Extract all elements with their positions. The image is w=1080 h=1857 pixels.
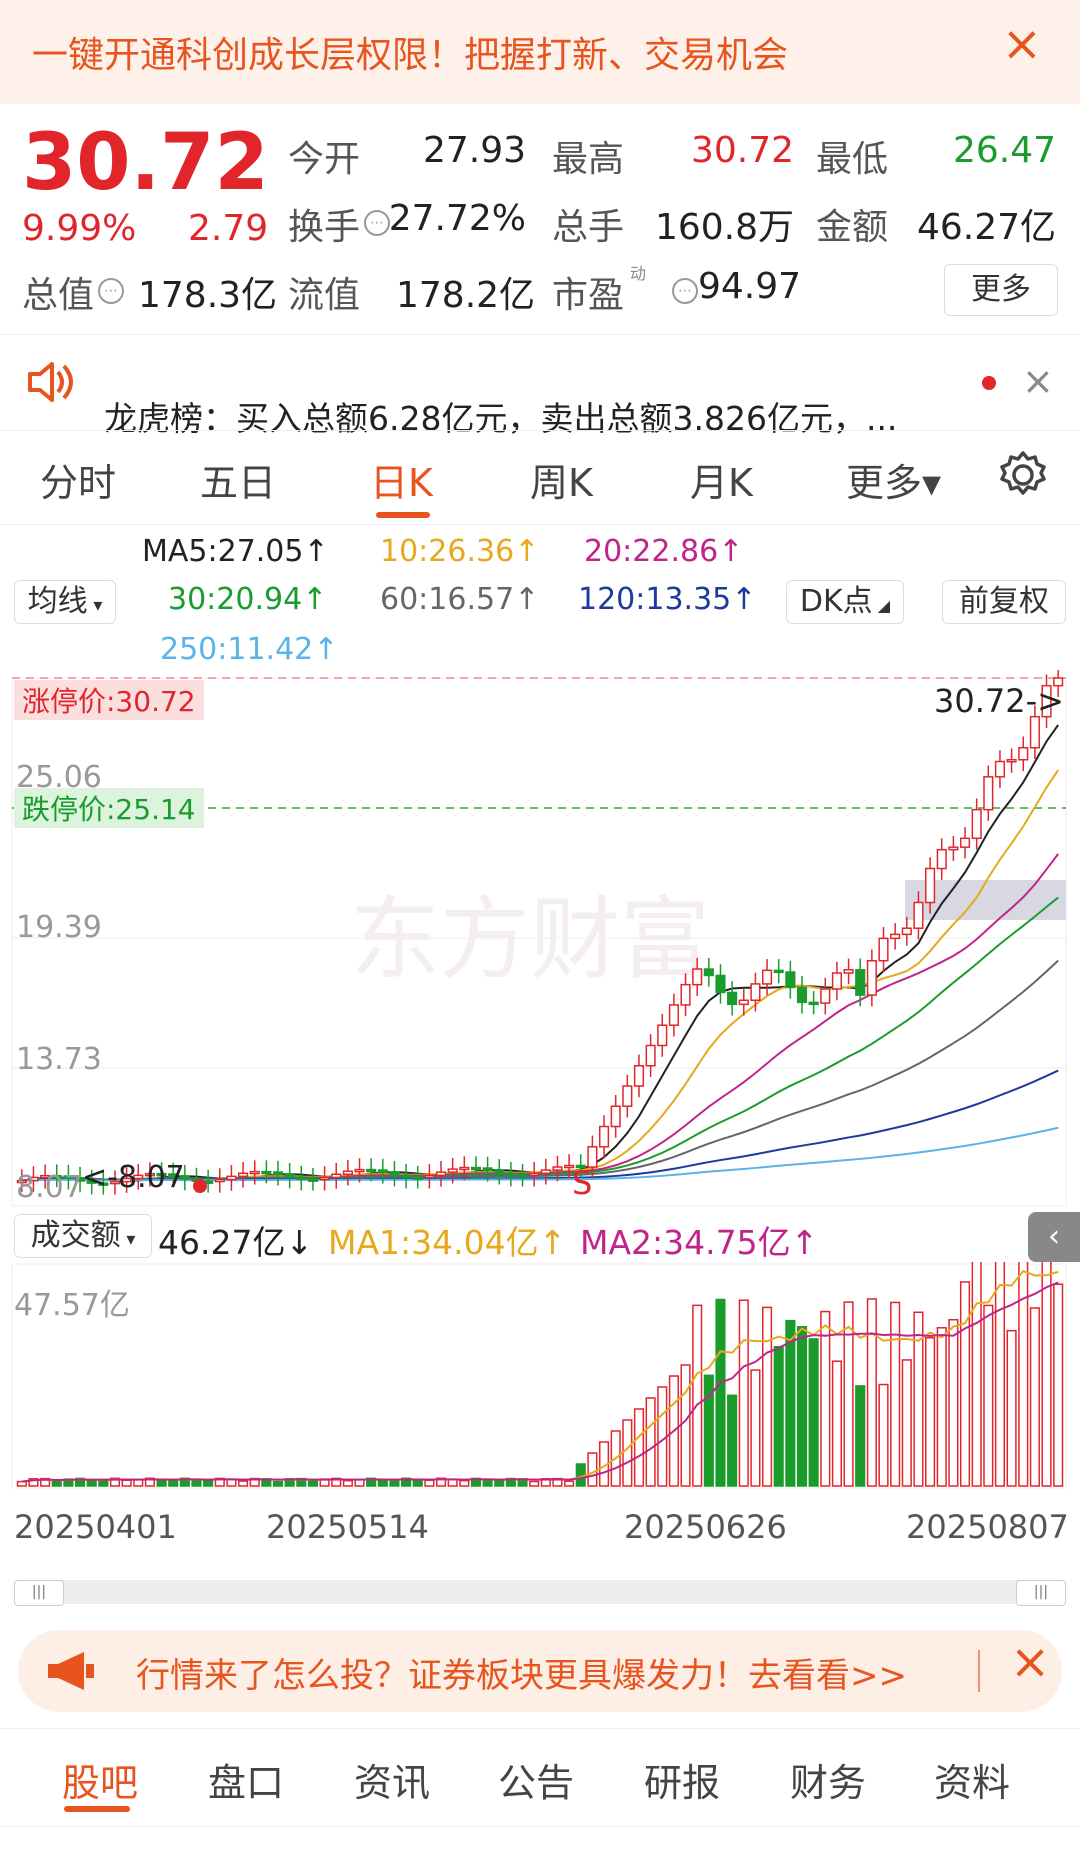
date-label-4: 20250807: [906, 1508, 1069, 1546]
pe-ratio-value: 94.97: [698, 266, 802, 307]
collapse-icon[interactable]: ‹: [1028, 1212, 1080, 1262]
bottom-tab-2[interactable]: 资讯: [354, 1761, 431, 1805]
float-cap-value: 178.2亿: [396, 275, 536, 316]
turnover-value: 27.72%: [388, 198, 526, 239]
total-volume-value: 160.8万: [654, 207, 794, 248]
info-icon[interactable]: ⋯: [672, 278, 698, 304]
promo-text[interactable]: 行情来了怎么投？证券板块更具爆发力！去看看>>: [136, 1656, 907, 1696]
volume-max-label: 47.57亿: [14, 1288, 130, 1323]
promo-close-icon[interactable]: ×: [1010, 1634, 1051, 1690]
today-open-label: 今开: [288, 139, 361, 180]
adjust-select[interactable]: 前复权: [942, 580, 1066, 624]
notice-close-icon[interactable]: ×: [1022, 359, 1054, 403]
market-cap-label: 总值: [22, 275, 95, 316]
bottom-tab-5[interactable]: 财务: [790, 1761, 867, 1805]
ma120-value: 120:13.35↑: [578, 582, 757, 617]
volume-ma1: MA1:34.04亿↑: [328, 1223, 567, 1262]
date-label-3: 20250626: [624, 1508, 787, 1546]
change-amount: 2.79: [188, 208, 269, 249]
bottom-tab-3[interactable]: 公告: [498, 1761, 575, 1805]
today-open-value: 27.93: [422, 130, 526, 171]
volume-value: 46.27亿↓: [158, 1223, 314, 1262]
settings-icon[interactable]: [998, 450, 1048, 500]
pe-dynamic-mark: 动: [630, 264, 647, 283]
tab-2[interactable]: 日K: [370, 461, 433, 505]
volume-select[interactable]: 成交额 ▾: [14, 1214, 152, 1258]
chart-scrollbar[interactable]: ||| |||: [14, 1580, 1066, 1606]
turnover-label: 换手: [288, 207, 361, 248]
dk-point-button[interactable]: DK点 ◢: [786, 580, 904, 624]
ma250-value: 250:11.42↑: [160, 632, 339, 667]
ma10-value: 10:26.36↑: [380, 534, 540, 569]
limit-up-label: 涨停价:30.72: [14, 680, 204, 720]
banner-text[interactable]: 一键开通科创成长层权限！把握打新、交易机会: [32, 35, 789, 76]
megaphone-icon: [48, 1652, 94, 1690]
float-cap-label: 流值: [288, 275, 361, 316]
scroll-handle-right[interactable]: |||: [1016, 1580, 1066, 1606]
tab-0[interactable]: 分时: [40, 461, 117, 505]
volume-ma2: MA2:34.75亿↑: [580, 1223, 819, 1262]
day-low-value: 26.47: [952, 130, 1056, 171]
bottom-tab-0[interactable]: 股吧: [62, 1761, 139, 1805]
low-price-tag: <-8.07: [82, 1160, 185, 1195]
ma30-value: 30:20.94↑: [168, 582, 328, 617]
speaker-icon: [28, 362, 73, 402]
current-price: 30.72: [22, 118, 269, 208]
axis-label-2: 25.06: [16, 760, 102, 795]
tab-4[interactable]: 月K: [690, 461, 753, 505]
tab-underline: [376, 512, 430, 518]
buy-dot: [193, 1179, 207, 1193]
info-icon[interactable]: ⋯: [364, 210, 390, 236]
more-button[interactable]: 更多: [944, 264, 1058, 316]
axis-label-3: 19.39: [16, 910, 102, 945]
ma20-value: 20:22.86↑: [584, 534, 744, 569]
ma5-value: MA5:27.05↑: [142, 534, 329, 569]
watermark: 东方财富: [350, 887, 710, 992]
unread-dot: [982, 376, 996, 390]
info-icon[interactable]: ⋯: [98, 278, 124, 304]
tab-3[interactable]: 周K: [530, 461, 593, 505]
total-volume-label: 总手: [552, 207, 625, 248]
scroll-handle-left[interactable]: |||: [14, 1580, 64, 1606]
top-banner[interactable]: 一键开通科创成长层权限！把握打新、交易机会 ×: [0, 0, 1080, 104]
date-label-1: 20250401: [14, 1508, 177, 1546]
axis-label-4: 13.73: [16, 1042, 102, 1077]
bottom-tab-6[interactable]: 资料: [934, 1761, 1011, 1805]
axis-label-5: 8.07: [16, 1170, 83, 1205]
change-percent: 9.99%: [22, 208, 137, 249]
notice-text[interactable]: 龙虎榜：买入总额6.28亿元，卖出总额3.826亿元，...: [104, 399, 898, 438]
day-low-label: 最低: [816, 139, 889, 180]
tab-1[interactable]: 五日: [200, 461, 277, 505]
candlestick-chart[interactable]: 东方财富: [0, 670, 1080, 1210]
market-cap-value: 178.3亿: [138, 275, 278, 316]
ma60-value: 60:16.57↑: [380, 582, 540, 617]
amount-value: 46.27亿: [916, 207, 1056, 248]
bottom-tab-4[interactable]: 研报: [644, 1761, 721, 1805]
date-label-2: 20250514: [266, 1508, 429, 1546]
high-price-tag: 30.72->: [934, 682, 1064, 720]
volume-chart[interactable]: [0, 1262, 1080, 1492]
amount-label: 金额: [816, 207, 889, 248]
ma-select[interactable]: 均线 ▾: [14, 580, 116, 624]
close-icon[interactable]: ×: [1001, 16, 1042, 72]
tab-5[interactable]: 更多▾: [846, 461, 942, 505]
limit-down-label: 跌停价:25.14: [14, 788, 204, 828]
day-high-label: 最高: [552, 139, 625, 180]
sell-mark: S: [572, 1164, 593, 1202]
bottom-tab-1[interactable]: 盘口: [208, 1761, 285, 1805]
pe-ratio-label: 市盈: [552, 275, 625, 316]
bottom-tab-underline: [64, 1806, 130, 1812]
day-high-value: 30.72: [690, 130, 794, 171]
promo-bar[interactable]: 行情来了怎么投？证券板块更具爆发力！去看看>> ×: [18, 1630, 1062, 1712]
